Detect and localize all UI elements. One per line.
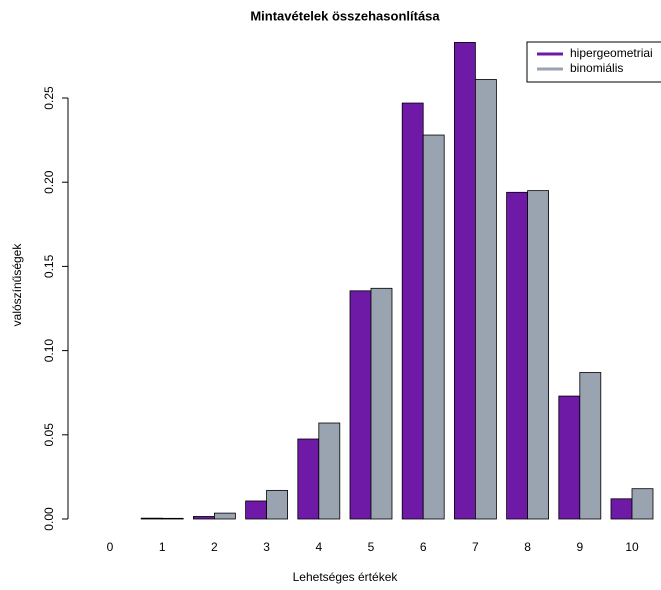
bar	[266, 489, 289, 520]
x-tick-label: 3	[263, 540, 270, 554]
x-tick-label: 0	[107, 540, 114, 554]
y-axis-label: valószínűségek	[10, 243, 24, 327]
bar	[245, 500, 268, 520]
bar	[631, 488, 654, 520]
y-tick-label: 0.05	[42, 423, 56, 447]
bar	[453, 42, 476, 520]
x-tick-label: 4	[315, 540, 322, 554]
y-tick-label: 0.00	[42, 507, 56, 531]
x-tick-label: 8	[524, 540, 531, 554]
bar	[401, 102, 424, 520]
y-tick-label: 0.20	[42, 170, 56, 194]
bar	[370, 287, 393, 520]
bar	[579, 372, 602, 520]
bar	[213, 512, 236, 520]
x-tick-label: 10	[625, 540, 639, 554]
bar	[318, 422, 341, 520]
bar	[558, 395, 581, 520]
x-tick-label: 2	[211, 540, 218, 554]
bar	[610, 498, 633, 520]
bar	[474, 79, 497, 520]
legend-box	[526, 41, 661, 83]
x-tick-label: 5	[368, 540, 375, 554]
y-tick-label: 0.15	[42, 254, 56, 278]
bar	[161, 517, 184, 520]
bar	[297, 438, 320, 520]
legend-label: hipergeometriai	[570, 46, 653, 60]
bar	[192, 516, 215, 520]
x-tick-label: 1	[159, 540, 166, 554]
y-tick-label: 0.25	[42, 86, 56, 110]
bar	[349, 290, 372, 520]
y-tick-label: 0.10	[42, 339, 56, 363]
x-tick-label: 9	[576, 540, 583, 554]
bar	[422, 134, 445, 520]
bar	[527, 190, 549, 520]
bar	[140, 517, 163, 520]
x-axis-label: Lehetséges értékek	[293, 570, 399, 584]
chart-title: Mintavételek összehasonlítása	[250, 8, 440, 23]
x-tick-label: 6	[420, 540, 427, 554]
legend-label: binomiális	[570, 61, 623, 75]
x-tick-label: 7	[472, 540, 479, 554]
bar	[506, 191, 529, 520]
